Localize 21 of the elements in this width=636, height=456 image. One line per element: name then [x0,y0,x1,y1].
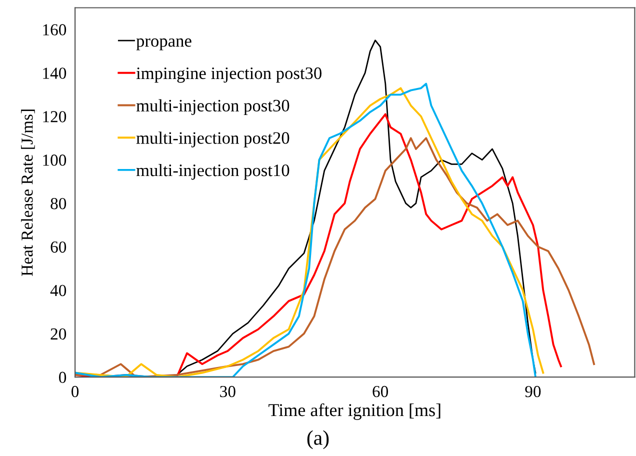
x-tick-label: 60 [372,386,388,398]
y-tick-label: 20 [50,328,66,340]
legend-label: multi-injection post10 [136,164,290,180]
legend-label: multi-injection post30 [136,99,290,116]
y-tick-label: 80 [50,198,66,210]
y-tick-label: 100 [43,154,66,166]
y-tick-label: 140 [43,68,66,79]
x-axis-title: Time after ignition [ms] [268,403,440,420]
x-tick-label: 0 [72,386,79,398]
y-tick-label: 0 [59,372,66,384]
legend-label: propane [136,38,192,50]
y-axis-title: Heat Release Rate [J/ms] [21,110,35,276]
legend-label: impingine injection post30 [136,67,322,83]
x-tick-label: 90 [525,386,541,398]
x-tick-label: 30 [220,386,236,398]
y-tick-label: 160 [43,24,66,36]
y-tick-label: 120 [43,111,66,122]
legend-label: multi-injection post20 [136,132,290,148]
y-tick-label: 60 [50,241,66,253]
y-tick-label: 40 [50,284,66,296]
text: (a) [307,430,329,450]
